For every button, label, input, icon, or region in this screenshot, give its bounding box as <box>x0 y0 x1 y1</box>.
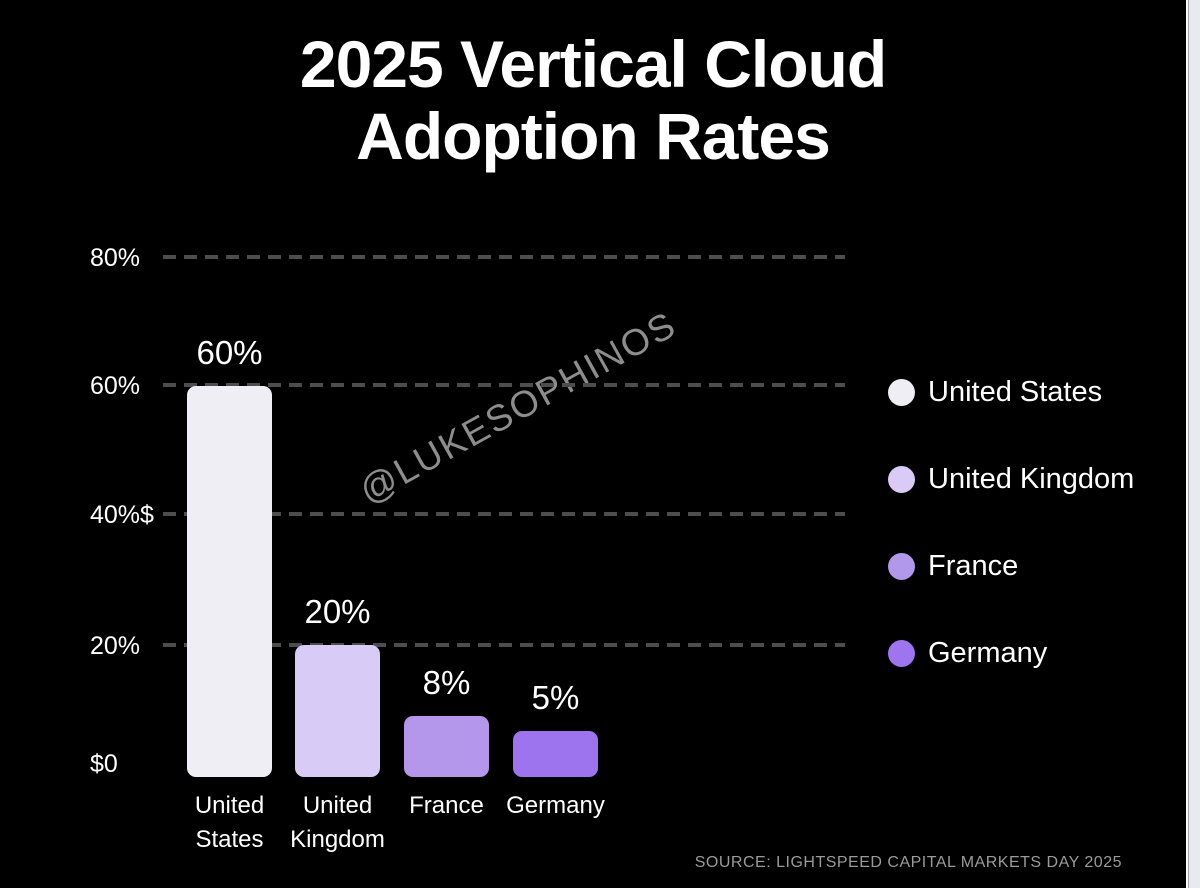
bar-group-united-states: 60% United States <box>187 334 272 853</box>
page-title: 2025 Vertical Cloud Adoption Rates <box>0 28 1186 172</box>
bar-germany <box>513 731 598 777</box>
legend-label: United States <box>928 375 1103 408</box>
legend-label: France <box>928 549 1019 582</box>
bar-value-label: 60% <box>196 334 263 371</box>
legend-label: United Kingdom <box>928 462 1135 495</box>
gridline-20 <box>163 643 845 647</box>
bar-group-germany: 5% Germany <box>506 679 605 819</box>
x-axis-label-united-states: United States <box>194 792 265 853</box>
legend-swatch-france <box>888 552 915 580</box>
y-axis-tick-0: $0 <box>90 750 118 778</box>
y-axis-tick-60: 60% <box>90 372 141 400</box>
legend-item-france: France <box>888 548 1134 584</box>
legend: United States United Kingdom France Germ… <box>888 374 1134 722</box>
bar-value-label: 8% <box>422 664 471 701</box>
watermark-text: @LUKESOPHINOS <box>352 303 684 512</box>
bar-united-kingdom <box>295 645 380 777</box>
x-axis-label-germany: Germany <box>506 792 605 819</box>
bar-group-france: 8% France <box>404 664 489 819</box>
legend-item-united-kingdom: United Kingdom <box>888 461 1134 497</box>
bar-france <box>404 716 489 777</box>
y-axis-tick-20: 20% <box>90 632 141 660</box>
next-page-edge <box>1186 0 1200 888</box>
legend-label: Germany <box>928 636 1048 669</box>
bar-group-united-kingdom: 20% United Kingdom <box>290 593 385 853</box>
x-axis-label-france: France <box>409 792 484 819</box>
y-axis-tick-40: 40%$ <box>90 501 154 529</box>
page-title-line-1: 2025 Vertical Cloud <box>299 27 887 101</box>
bar-value-label: 20% <box>304 593 371 630</box>
gridline-60 <box>163 383 845 387</box>
legend-swatch-united-states <box>888 378 915 406</box>
y-axis-tick-80: 80% <box>90 244 141 272</box>
legend-item-united-states: United States <box>888 374 1134 410</box>
source-attribution: SOURCE: LIGHTSPEED CAPITAL MARKETS DAY 2… <box>694 854 1122 871</box>
legend-swatch-united-kingdom <box>888 465 915 493</box>
bar-value-label: 5% <box>531 679 580 716</box>
x-axis-label-united-kingdom: United Kingdom <box>290 792 385 853</box>
legend-swatch-germany <box>888 639 915 667</box>
gridline-80 <box>163 255 845 259</box>
bar-united-states <box>187 386 272 777</box>
page-title-line-2: Adoption Rates <box>356 99 831 173</box>
legend-item-germany: Germany <box>888 635 1134 671</box>
gridline-40 <box>163 512 845 516</box>
